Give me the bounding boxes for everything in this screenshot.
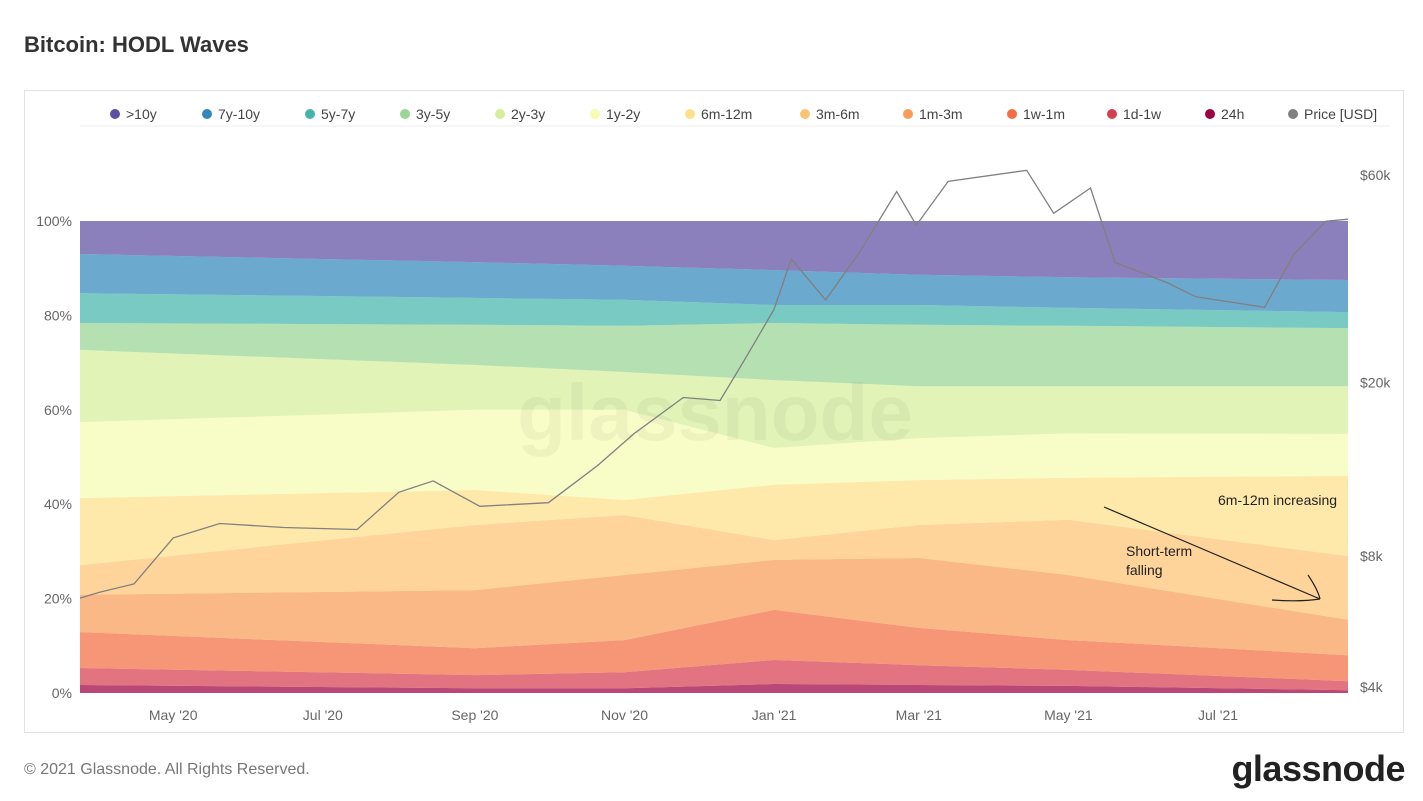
x-tick-label: Nov '20 [601, 707, 648, 723]
legend-dot-icon [1107, 109, 1117, 119]
area-1y-2y [80, 409, 1348, 500]
legend-label: 1y-2y [606, 106, 640, 122]
legend-item-price[interactable]: Price [USD] [1288, 106, 1377, 122]
legend-dot-icon [590, 109, 600, 119]
area--10y [80, 221, 1348, 280]
watermark: glassnode [517, 368, 913, 457]
legend-label: 1w-1m [1023, 106, 1065, 122]
legend-dot-icon [400, 109, 410, 119]
x-axis: May '20 Jul '20 Sep '20 Nov '20 Jan '21 Mar '… [149, 707, 1238, 723]
area-24h [80, 684, 1348, 693]
x-tick-label: Sep '20 [451, 707, 498, 723]
legend-item--10y[interactable]: >10y [110, 106, 157, 122]
legend-label: 1m-3m [919, 106, 963, 122]
legend-dot-icon [305, 109, 315, 119]
annotation-short-term-line1: Short-term [1126, 543, 1192, 559]
y-tick-label: 60% [44, 402, 72, 418]
y-tick-label: 20% [44, 591, 72, 607]
legend-label: 7y-10y [218, 106, 260, 122]
y-axis-left: 0% 20% 40% 60% 80% 100% [36, 213, 72, 701]
legend-item-1y-2y[interactable]: 1y-2y [590, 106, 640, 122]
legend-item-5y-7y[interactable]: 5y-7y [305, 106, 355, 122]
area-6m-12m [80, 475, 1348, 566]
legend-label: 2y-3y [511, 106, 545, 122]
legend-item-6m-12m[interactable]: 6m-12m [685, 106, 752, 122]
x-tick-label: Jul '21 [1198, 707, 1238, 723]
y-right-tick-label: $20k [1360, 375, 1391, 391]
legend-label: 1d-1w [1123, 106, 1162, 122]
legend-label: 3y-5y [416, 106, 450, 122]
x-tick-label: Jul '20 [303, 707, 343, 723]
areas [80, 221, 1348, 693]
legend-item-1w-1m[interactable]: 1w-1m [1007, 106, 1065, 122]
page-title: Bitcoin: HODL Waves [24, 32, 249, 57]
y-tick-label: 80% [44, 307, 72, 323]
area-1w-1m [80, 609, 1348, 682]
x-tick-label: May '21 [1044, 707, 1093, 723]
legend-item-24h[interactable]: 24h [1205, 106, 1244, 122]
legend-label: 24h [1221, 106, 1244, 122]
legend-item-7y-10y[interactable]: 7y-10y [202, 106, 260, 122]
annotation-6m-12m: 6m-12m increasing [1218, 492, 1337, 508]
legend-dot-icon [1288, 109, 1298, 119]
legend-item-3y-5y[interactable]: 3y-5y [400, 106, 450, 122]
legend-dot-icon [110, 109, 120, 119]
area-3m-6m [80, 515, 1348, 620]
area-7y-10y [80, 254, 1348, 313]
x-tick-label: Jan '21 [752, 707, 797, 723]
price-line [79, 169, 1349, 599]
legend-label: 5y-7y [321, 106, 355, 122]
legend-dot-icon [1205, 109, 1215, 119]
area-1m-3m [80, 558, 1348, 656]
annotation-short-term-line2: falling [1126, 562, 1163, 578]
legend-dot-icon [202, 109, 212, 119]
area-1d-1w [80, 660, 1348, 691]
chart-frame [24, 90, 1404, 733]
legend-label: 6m-12m [701, 106, 752, 122]
legend-label: >10y [126, 106, 157, 122]
area-2y-3y [80, 349, 1348, 448]
legend-item-1d-1w[interactable]: 1d-1w [1107, 106, 1162, 122]
annotation-arrow [1103, 506, 1321, 602]
legend-dot-icon [903, 109, 913, 119]
y-tick-label: 0% [52, 685, 72, 701]
legend-item-2y-3y[interactable]: 2y-3y [495, 106, 545, 122]
legend-dot-icon [685, 109, 695, 119]
y-tick-label: 100% [36, 213, 72, 229]
y-right-tick-label: $4k [1360, 679, 1384, 695]
y-right-tick-label: $8k [1360, 548, 1384, 564]
legend-dot-icon [495, 109, 505, 119]
legend-dot-icon [1007, 109, 1017, 119]
area-5y-7y [80, 293, 1348, 329]
annotations: 6m-12m increasing Short-term falling [1103, 492, 1337, 602]
copyright: © 2021 Glassnode. All Rights Reserved. [24, 761, 310, 778]
y-tick-label: 40% [44, 496, 72, 512]
legend: >10y 7y-10y 5y-7y 3y-5y 2y-3y 1y-2y 6m-12m 3m-6… [110, 106, 1377, 122]
glassnode-logo: glassnode [1231, 748, 1405, 789]
legend-label: 3m-6m [816, 106, 860, 122]
x-tick-label: Mar '21 [896, 707, 942, 723]
y-axis-right: $4k $8k $20k $60k [1360, 167, 1391, 695]
legend-item-1m-3m[interactable]: 1m-3m [903, 106, 963, 122]
y-right-tick-label: $60k [1360, 167, 1391, 183]
legend-label: Price [USD] [1304, 106, 1377, 122]
legend-item-3m-6m[interactable]: 3m-6m [800, 106, 860, 122]
area-3y-5y [80, 323, 1348, 387]
x-tick-label: May '20 [149, 707, 198, 723]
price-series [79, 169, 1349, 599]
legend-dot-icon [800, 109, 810, 119]
